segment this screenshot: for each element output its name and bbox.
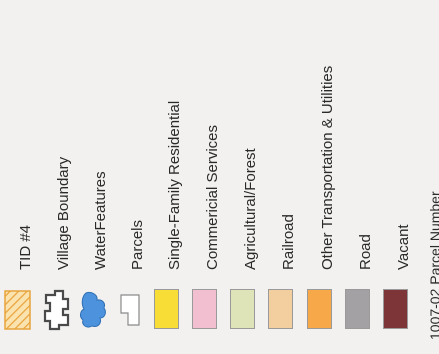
legend-item-tid4: TID #4 [3,0,34,354]
legend-item-village-boundary: Village Boundary [41,0,72,354]
legend-item-commercial-services: Commericial Services [190,0,221,354]
swatch-icon [154,289,179,329]
legend-label-other-transportation-utilities: Other Transportation & Utilities [319,65,336,270]
legend-label-parcels: Parcels [129,219,146,270]
boundary-outline-icon [43,289,70,331]
legend-item-water-features: WaterFeatures [78,0,109,354]
legend-label-tid4: TID #4 [17,224,34,270]
swatch-icon [345,289,370,329]
legend-label-water-features: WaterFeatures [92,171,109,270]
swatch-icon [383,289,408,329]
swatch-icon [230,289,255,329]
legend-item-single-family-residential: Single-Family Residential [152,0,183,354]
swatch-icon [268,289,293,329]
legend-item-road: Road [343,0,374,354]
legend-label-railroad: Railroad [280,214,297,270]
legend-label-village-boundary: Village Boundary [55,156,72,270]
legend-item-agricultural-forest: Agricultural/Forest [228,0,259,354]
legend-label-vacant: Vacant [395,224,412,270]
parcel-outline-icon [120,294,140,326]
legend-item-vacant: Vacant [381,0,412,354]
legend-label-road: Road [357,234,374,270]
legend-item-railroad: Railroad [266,0,297,354]
swatch-icon [192,289,217,329]
swatch-icon [307,289,332,329]
water-blob-icon [80,292,106,328]
hatched-square-icon [4,290,31,330]
legend-label-single-family-residential: Single-Family Residential [166,100,183,270]
legend-item-parcel-number: 1007-02 Parcel Number [412,0,439,354]
legend-item-parcels: Parcels [115,0,146,354]
legend-item-other-transportation-utilities: Other Transportation & Utilities [305,0,336,354]
legend-label-agricultural-forest: Agricultural/Forest [242,148,259,270]
legend-label-parcel-number: 1007-02 Parcel Number [427,191,439,340]
legend-label-commercial-services: Commericial Services [204,124,221,270]
